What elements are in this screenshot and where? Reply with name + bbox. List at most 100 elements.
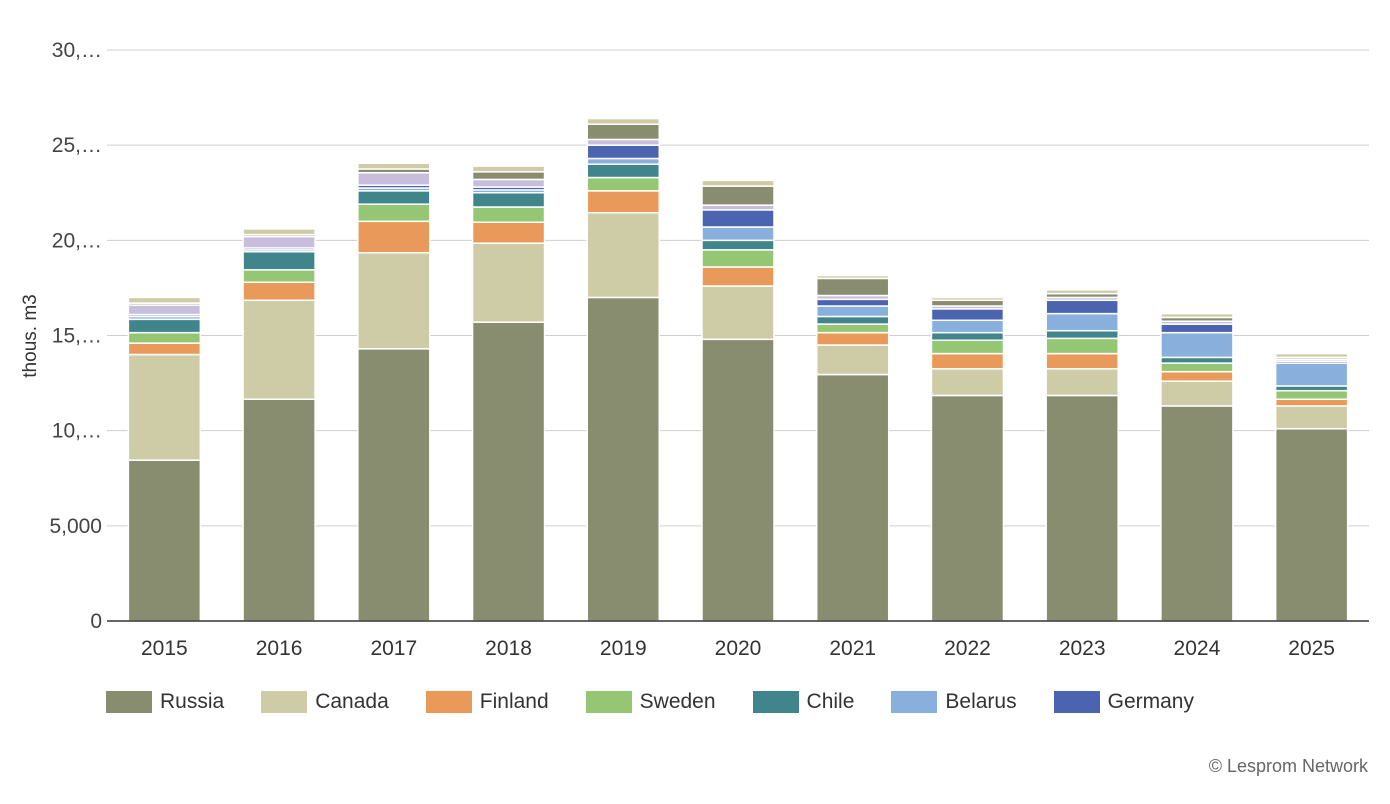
bar-segment[interactable] bbox=[471, 221, 546, 244]
bar-segment[interactable] bbox=[815, 274, 890, 280]
bar-segment[interactable] bbox=[242, 269, 316, 283]
bar-segment[interactable] bbox=[1160, 312, 1234, 319]
bar-segment[interactable] bbox=[357, 162, 431, 170]
bar-segment[interactable] bbox=[815, 323, 890, 334]
legend: Russia Canada Finland Sweden Chile Belarus Ger… bbox=[106, 690, 1231, 714]
bar-segment[interactable] bbox=[930, 339, 1005, 355]
bar-segment[interactable] bbox=[586, 176, 661, 192]
bar-segment[interactable] bbox=[1160, 331, 1234, 359]
bar-segment[interactable] bbox=[930, 299, 1005, 307]
bar-segment[interactable] bbox=[930, 319, 1005, 334]
bar-segment[interactable] bbox=[701, 285, 775, 341]
bar-segment[interactable] bbox=[1045, 352, 1119, 370]
bar-segment[interactable] bbox=[586, 296, 661, 622]
bar-segment[interactable] bbox=[1160, 405, 1234, 622]
bar-segment[interactable] bbox=[1274, 352, 1349, 359]
bar-segment[interactable] bbox=[1160, 356, 1234, 364]
bar-segment[interactable] bbox=[815, 344, 890, 376]
bar-segment[interactable] bbox=[127, 318, 202, 334]
bar-segment[interactable] bbox=[357, 251, 431, 350]
bar-segment[interactable] bbox=[815, 373, 890, 622]
bar-segment[interactable] bbox=[357, 172, 431, 186]
legend-item-canada[interactable]: Canada bbox=[261, 690, 389, 714]
bar-segment[interactable] bbox=[1160, 323, 1234, 334]
bar-segment[interactable] bbox=[701, 179, 775, 187]
bar-segment[interactable] bbox=[586, 144, 661, 160]
bar-segment[interactable] bbox=[471, 321, 546, 622]
bar-segment[interactable] bbox=[586, 157, 661, 165]
bar-segment[interactable] bbox=[586, 211, 661, 299]
bar-segment[interactable] bbox=[930, 308, 1005, 322]
legend-label: Chile bbox=[806, 690, 855, 713]
legend-item-germany[interactable]: Germany bbox=[1053, 690, 1194, 714]
bar-segment[interactable] bbox=[127, 353, 202, 461]
bar-segment[interactable] bbox=[1274, 362, 1349, 387]
bar-segment[interactable] bbox=[1045, 329, 1119, 340]
bar-segment[interactable] bbox=[471, 242, 546, 323]
legend-item-sweden[interactable]: Sweden bbox=[585, 690, 716, 714]
legend-swatch bbox=[106, 691, 152, 713]
bar-segment[interactable] bbox=[586, 138, 661, 146]
bar-segment[interactable] bbox=[1045, 368, 1119, 397]
bar-segment[interactable] bbox=[242, 281, 316, 302]
bar-segment[interactable] bbox=[1274, 389, 1349, 401]
bar-segment[interactable] bbox=[357, 190, 431, 205]
bar-segment[interactable] bbox=[242, 228, 316, 236]
legend-item-belarus[interactable]: Belarus bbox=[891, 690, 1017, 714]
bar-segment[interactable] bbox=[701, 338, 775, 622]
bar-segment[interactable] bbox=[242, 251, 316, 271]
bar-segment[interactable] bbox=[1160, 380, 1234, 407]
bar-segment[interactable] bbox=[815, 277, 890, 297]
bar-segment[interactable] bbox=[930, 331, 1005, 342]
bar-segment[interactable] bbox=[930, 368, 1005, 397]
bar-segment[interactable] bbox=[357, 348, 431, 622]
bar-segment[interactable] bbox=[815, 315, 890, 325]
bar-segment[interactable] bbox=[930, 352, 1005, 370]
bar-segment[interactable] bbox=[930, 296, 1005, 302]
bar-segment[interactable] bbox=[242, 299, 316, 401]
bar-segment[interactable] bbox=[127, 331, 202, 344]
bar-segment[interactable] bbox=[701, 185, 775, 206]
bar-segment[interactable] bbox=[701, 249, 775, 268]
bar-segment[interactable] bbox=[242, 398, 316, 622]
bar-segment[interactable] bbox=[242, 235, 316, 249]
legend-item-chile[interactable]: Chile bbox=[752, 690, 855, 714]
bar-segment[interactable] bbox=[586, 163, 661, 179]
bar-segment[interactable] bbox=[1045, 299, 1119, 315]
bar-segment[interactable] bbox=[586, 123, 661, 141]
legend-item-finland[interactable]: Finland bbox=[425, 690, 549, 714]
legend-item-russia[interactable]: Russia bbox=[106, 690, 224, 714]
bar-segment[interactable] bbox=[357, 220, 431, 254]
bar-segment[interactable] bbox=[471, 178, 546, 188]
bar-segment[interactable] bbox=[471, 165, 546, 173]
bar-segment[interactable] bbox=[701, 266, 775, 287]
bar-segment[interactable] bbox=[1274, 428, 1349, 622]
bar-segment[interactable] bbox=[701, 239, 775, 251]
bar-segment[interactable] bbox=[1045, 394, 1119, 622]
bar-segment[interactable] bbox=[127, 304, 202, 316]
bar-segment[interactable] bbox=[701, 209, 775, 228]
bar-segment[interactable] bbox=[586, 117, 661, 125]
bar-segment[interactable] bbox=[586, 190, 661, 214]
bar-segment[interactable] bbox=[1160, 370, 1234, 382]
bar-segment[interactable] bbox=[1160, 362, 1234, 373]
bar-segment[interactable] bbox=[127, 459, 202, 622]
x-tick-label: 2020 bbox=[715, 637, 762, 660]
bar-segment[interactable] bbox=[471, 206, 546, 224]
bar-segment[interactable] bbox=[930, 394, 1005, 622]
bar-segment[interactable] bbox=[471, 192, 546, 208]
bar-segment[interactable] bbox=[815, 298, 890, 307]
x-tick-label: 2024 bbox=[1174, 637, 1221, 660]
bar-segment[interactable] bbox=[815, 331, 890, 346]
bar-segment[interactable] bbox=[127, 342, 202, 356]
bar-segment[interactable] bbox=[471, 171, 546, 181]
bar-segment[interactable] bbox=[1045, 337, 1119, 355]
bar-segment[interactable] bbox=[1274, 405, 1349, 430]
bar-segment[interactable] bbox=[1045, 289, 1119, 295]
bar-segment[interactable] bbox=[815, 305, 890, 318]
bar-segment[interactable] bbox=[127, 296, 202, 304]
bar-segment[interactable] bbox=[1045, 312, 1119, 332]
bar-segment[interactable] bbox=[1274, 398, 1349, 407]
bar-segment[interactable] bbox=[357, 203, 431, 223]
bar-segment[interactable] bbox=[701, 226, 775, 242]
